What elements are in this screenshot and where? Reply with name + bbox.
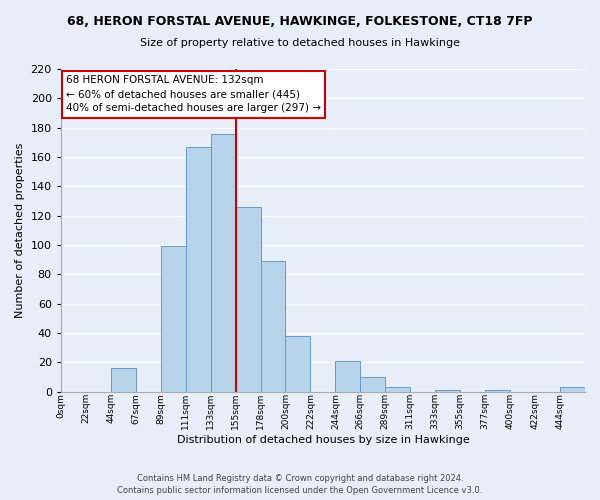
Bar xyxy=(361,377,385,392)
Bar xyxy=(560,388,585,392)
Bar xyxy=(335,361,361,392)
Bar xyxy=(211,134,236,392)
Bar xyxy=(236,207,260,392)
Bar xyxy=(385,388,410,392)
Bar xyxy=(185,146,211,392)
Text: 68 HERON FORSTAL AVENUE: 132sqm
← 60% of detached houses are smaller (445)
40% o: 68 HERON FORSTAL AVENUE: 132sqm ← 60% of… xyxy=(66,76,321,114)
Bar xyxy=(435,390,460,392)
Text: Contains HM Land Registry data © Crown copyright and database right 2024.
Contai: Contains HM Land Registry data © Crown c… xyxy=(118,474,482,495)
Bar xyxy=(286,336,310,392)
Bar xyxy=(161,246,185,392)
X-axis label: Distribution of detached houses by size in Hawkinge: Distribution of detached houses by size … xyxy=(176,435,469,445)
Y-axis label: Number of detached properties: Number of detached properties xyxy=(15,142,25,318)
Bar xyxy=(485,390,510,392)
Text: 68, HERON FORSTAL AVENUE, HAWKINGE, FOLKESTONE, CT18 7FP: 68, HERON FORSTAL AVENUE, HAWKINGE, FOLK… xyxy=(67,15,533,28)
Bar xyxy=(111,368,136,392)
Text: Size of property relative to detached houses in Hawkinge: Size of property relative to detached ho… xyxy=(140,38,460,48)
Bar xyxy=(260,261,286,392)
